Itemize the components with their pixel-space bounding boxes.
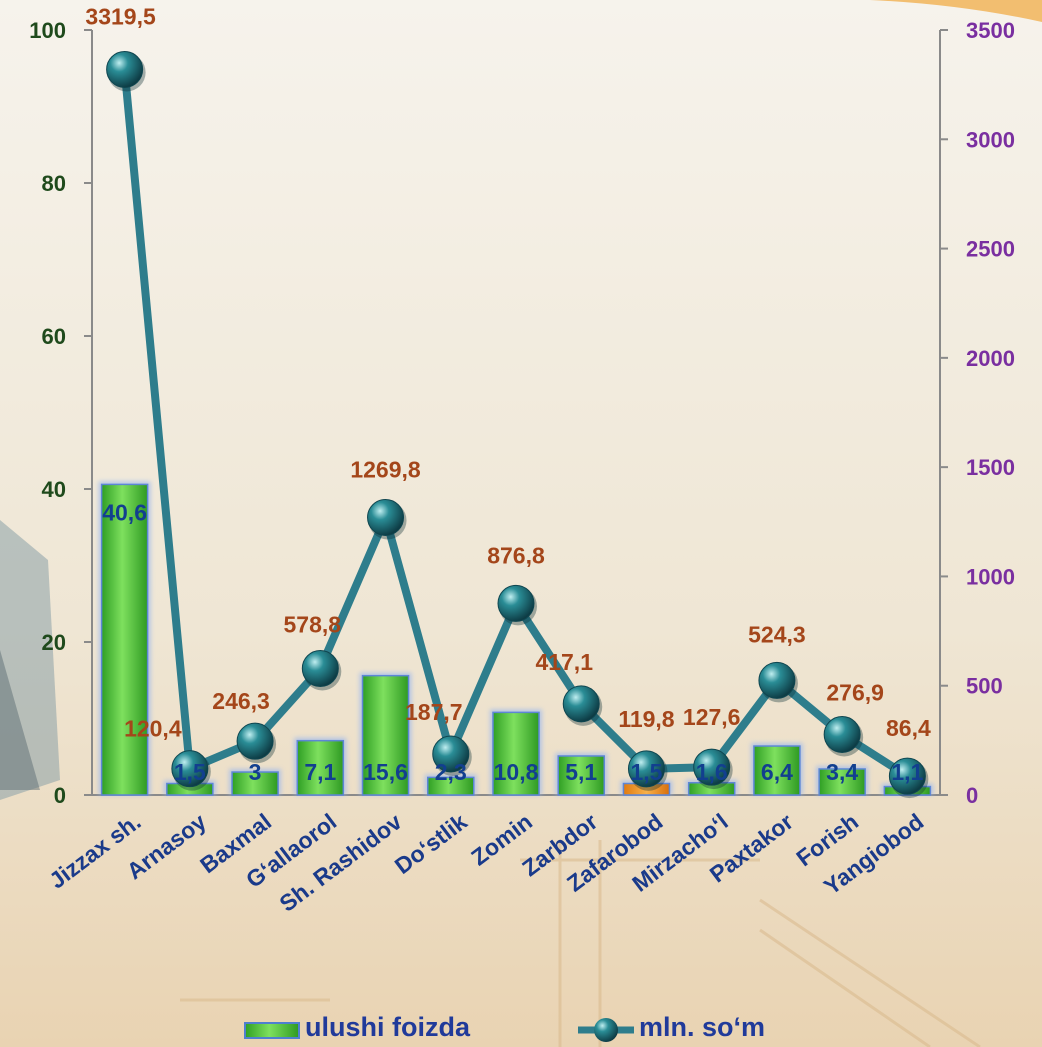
crane-decoration	[180, 840, 981, 1047]
line-data-label: 127,6	[683, 704, 741, 730]
legend-bar-swatch	[244, 1022, 300, 1039]
bar-data-label: 5,1	[565, 759, 597, 785]
line-data-label: 524,3	[748, 621, 806, 647]
bar-data-label: 1,6	[696, 759, 728, 785]
line-marker	[236, 722, 274, 760]
right-axis-tick-label: 2000	[966, 346, 1015, 371]
legend-line-marker	[594, 1018, 618, 1042]
line-data-label: 276,9	[826, 679, 884, 705]
bar-data-label: 7,1	[304, 759, 336, 785]
bar-data-label: 6,4	[761, 759, 793, 785]
legend: ulushi foizda mln. so‘m	[244, 1012, 765, 1042]
line-marker	[301, 649, 339, 687]
legend-line-label: mln. so‘m	[639, 1012, 765, 1042]
bar	[557, 755, 605, 796]
right-axis-tick-label: 3500	[966, 18, 1015, 43]
bar-data-label: 1,5	[174, 759, 206, 785]
right-axis-tick-label: 500	[966, 674, 1003, 699]
line-data-label: 246,3	[212, 688, 270, 714]
left-axis-tick-label: 20	[42, 630, 66, 655]
line-data-label: 119,8	[618, 706, 674, 732]
left-axis-tick-label: 40	[42, 477, 66, 502]
line-data-label: 417,1	[535, 649, 593, 675]
line-marker	[888, 757, 926, 795]
category-label: Do‘stlik	[390, 808, 472, 879]
line-marker	[497, 584, 535, 622]
bar	[753, 745, 801, 796]
line-data-label: 120,4	[124, 716, 182, 742]
right-axis-tick-label: 1000	[966, 564, 1015, 589]
bar	[818, 768, 866, 796]
bar-data-label: 1,5	[630, 759, 662, 785]
right-axis-tick-label: 3000	[966, 127, 1015, 152]
bar-data-label: 3	[249, 759, 262, 785]
line-marker	[106, 50, 144, 88]
corner-ribbon-decoration	[870, 0, 1042, 22]
line-data-label: 86,4	[886, 715, 931, 741]
line-marker	[171, 750, 209, 788]
bar	[361, 674, 410, 796]
legend-bar-label: ulushi foizda	[305, 1012, 471, 1042]
bar	[100, 483, 149, 796]
bar-data-label: 1,1	[891, 759, 923, 785]
bar	[492, 711, 540, 796]
line-marker	[627, 750, 665, 788]
left-axis-tick-label: 80	[42, 171, 66, 196]
line-marker	[432, 735, 470, 773]
category-label: Jizzax sh.	[44, 808, 145, 893]
bar-data-label: 3,4	[826, 759, 858, 785]
bar-data-label: 2,3	[435, 759, 467, 785]
line-marker	[758, 661, 796, 699]
bar	[231, 771, 279, 796]
line-data-label: 578,8	[284, 611, 342, 637]
bar-data-label: 40,6	[102, 499, 147, 525]
line-marker	[562, 685, 600, 723]
right-axis-tick-label: 2500	[966, 237, 1015, 262]
bar	[427, 776, 475, 796]
bar	[296, 739, 345, 796]
left-axis-tick-label: 0	[54, 783, 66, 808]
right-axis-tick-label: 0	[966, 783, 978, 808]
bar-data-label: 10,8	[494, 759, 539, 785]
line-marker	[823, 715, 861, 753]
line-data-label: 876,8	[487, 542, 545, 568]
line-marker	[693, 748, 731, 786]
left-axis-tick-label: 100	[29, 18, 66, 43]
line-marker	[367, 498, 405, 536]
bar-data-label: 15,6	[363, 759, 408, 785]
line-data-label: 3319,5	[85, 3, 156, 29]
line-data-label: 187,7	[405, 699, 463, 725]
left-axis-tick-label: 60	[42, 324, 66, 349]
right-axis-tick-label: 1500	[966, 455, 1015, 480]
line-data-label: 1269,8	[350, 456, 421, 482]
